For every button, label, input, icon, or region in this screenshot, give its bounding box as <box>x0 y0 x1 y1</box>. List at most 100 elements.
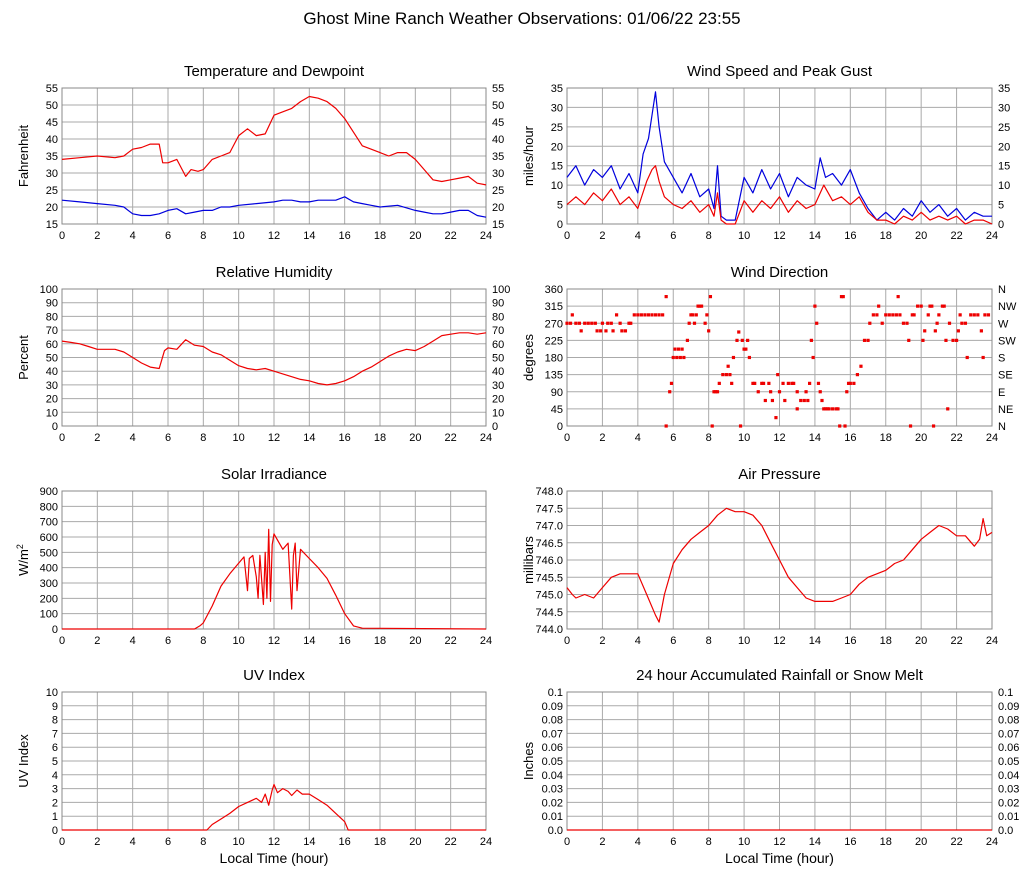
right-y-tick-label: N <box>998 421 1006 433</box>
data-point <box>664 424 668 428</box>
right-y-tick-label: 15 <box>492 219 504 231</box>
x-tick-label: 20 <box>915 635 927 647</box>
data-point <box>795 407 799 411</box>
x-tick-label: 22 <box>950 635 962 647</box>
right-y-tick-label: 0.05 <box>998 756 1019 768</box>
data-point <box>664 295 668 299</box>
right-y-tick-label: 0.09 <box>998 701 1019 713</box>
data-point <box>859 364 863 368</box>
y-tick-label: 0 <box>557 219 563 231</box>
y-tick-label: 10 <box>46 407 58 419</box>
series-line-0 <box>566 507 993 623</box>
chart-title: Wind Speed and Peak Gust <box>687 63 873 80</box>
data-point <box>838 424 842 428</box>
right-y-tick-label: 80 <box>492 311 504 323</box>
right-y-tick-label: 10 <box>998 180 1010 192</box>
right-y-tick-label: 35 <box>492 151 504 163</box>
data-point <box>676 347 681 351</box>
data-point <box>675 355 679 360</box>
x-tick-label: 14 <box>809 836 821 848</box>
data-point <box>595 329 599 333</box>
x-tick-label: 10 <box>738 635 750 647</box>
y-tick-label: 0.02 <box>542 797 563 809</box>
x-tick-label: 2 <box>94 635 100 647</box>
right-y-tick-label: 0.02 <box>998 797 1019 809</box>
x-tick-label: 18 <box>880 836 892 848</box>
data-point <box>839 295 844 299</box>
data-point <box>691 313 695 317</box>
x-axis-label: Local Time (hour) <box>220 850 329 866</box>
x-tick-label: 6 <box>165 230 171 242</box>
data-point <box>816 381 821 385</box>
data-point <box>804 390 808 394</box>
data-point <box>933 329 937 333</box>
x-tick-label: 8 <box>706 230 712 242</box>
data-point <box>682 355 686 360</box>
y-axis-label: degrees <box>521 334 536 381</box>
x-tick-label: 22 <box>445 432 457 444</box>
y-tick-label: 747.5 <box>535 503 563 515</box>
y-tick-label: 0 <box>557 421 563 433</box>
data-point <box>809 338 813 342</box>
y-tick-label: 1 <box>52 811 58 823</box>
data-point <box>935 321 939 325</box>
data-point <box>774 416 778 420</box>
x-tick-label: 10 <box>233 635 245 647</box>
y-tick-label: 747.0 <box>535 521 563 533</box>
data-point <box>724 373 728 377</box>
data-point <box>751 381 755 385</box>
series-line-1 <box>566 165 993 225</box>
data-point <box>981 355 985 360</box>
data-point <box>946 407 950 411</box>
data-point <box>880 321 884 325</box>
x-tick-label: 8 <box>706 635 712 647</box>
x-tick-label: 10 <box>738 836 750 848</box>
right-y-tick-label: 0 <box>492 421 498 433</box>
y-tick-label: 0.01 <box>542 811 563 823</box>
x-tick-label: 18 <box>880 432 892 444</box>
data-point <box>753 381 757 385</box>
plot-frame <box>566 87 993 225</box>
data-point <box>668 390 672 394</box>
right-y-tick-label: 45 <box>492 117 504 129</box>
x-tick-label: 20 <box>915 230 927 242</box>
x-tick-label: 4 <box>635 836 641 848</box>
x-tick-label: 8 <box>200 432 206 444</box>
y-tick-label: 0 <box>52 825 58 837</box>
plot-frame <box>566 490 993 630</box>
data-point <box>836 407 840 411</box>
y-tick-label: 315 <box>545 301 563 313</box>
y-tick-label: 0.04 <box>542 770 563 782</box>
data-point <box>738 424 743 428</box>
x-tick-label: 24 <box>480 432 492 444</box>
right-y-tick-label: 20 <box>492 202 504 214</box>
plot-frame <box>61 288 487 427</box>
x-tick-label: 16 <box>844 230 856 242</box>
data-point <box>600 321 605 325</box>
data-point <box>747 355 751 360</box>
plot-frame <box>61 87 487 225</box>
x-tick-label: 0 <box>564 635 570 647</box>
data-point <box>715 390 720 394</box>
x-tick-label: 24 <box>480 230 492 242</box>
x-tick-label: 6 <box>670 230 676 242</box>
data-point <box>898 313 902 317</box>
x-tick-label: 22 <box>445 635 457 647</box>
x-tick-label: 22 <box>950 230 962 242</box>
y-tick-label: 100 <box>40 609 58 621</box>
data-point <box>742 347 746 351</box>
data-point <box>698 304 702 308</box>
x-tick-label: 4 <box>635 432 641 444</box>
data-point <box>599 329 603 333</box>
y-tick-label: 20 <box>551 141 563 153</box>
y-tick-label: 900 <box>40 486 58 498</box>
data-point <box>896 295 900 299</box>
data-point <box>818 390 822 394</box>
data-point <box>609 321 613 325</box>
x-tick-label: 16 <box>844 432 856 444</box>
data-point <box>815 321 819 325</box>
data-point <box>986 313 991 317</box>
